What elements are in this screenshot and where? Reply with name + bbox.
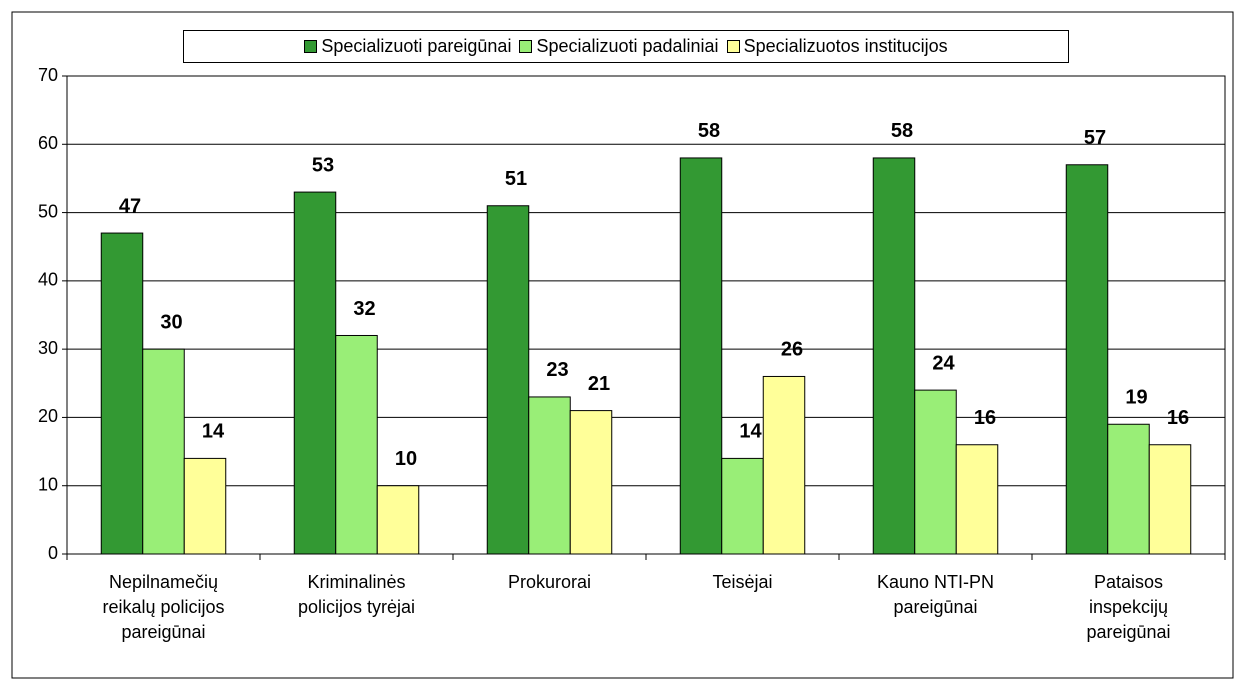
y-tick-label: 70: [38, 65, 58, 85]
data-label: 30: [160, 311, 182, 333]
data-label: 21: [588, 373, 610, 395]
bar: [100, 232, 144, 555]
data-label: 58: [891, 120, 913, 142]
legend-item: Specializuoti padaliniai: [519, 36, 719, 57]
legend: Specializuoti pareigūnai Specializuoti pa…: [183, 30, 1069, 63]
y-tick-label: 0: [48, 543, 58, 563]
data-label: 23: [546, 359, 568, 381]
legend-item: Specializuotos institucijos: [726, 36, 948, 57]
bar: [183, 457, 227, 555]
legend-swatch: [304, 40, 318, 53]
data-label: 14: [202, 421, 225, 443]
x-tick-label: Nepilnamečių reikalų policijos pareigūna…: [102, 572, 225, 642]
bar: [293, 191, 337, 555]
bar: [679, 157, 723, 555]
data-label: 16: [1167, 407, 1189, 429]
chart-border: [11, 11, 1234, 679]
legend-label: Specializuoti padaliniai: [536, 36, 719, 56]
data-label: 51: [505, 168, 527, 190]
legend-label: Specializuotos institucijos: [743, 36, 948, 56]
data-label: 32: [353, 298, 375, 320]
legend-swatch: [726, 40, 740, 53]
y-tick-label: 20: [38, 406, 58, 426]
data-label: 47: [119, 195, 141, 217]
data-label: 10: [395, 448, 417, 470]
bar: [762, 375, 806, 555]
bar: [955, 444, 999, 555]
data-label: 19: [1125, 387, 1147, 409]
bar: [376, 485, 420, 555]
bar: [528, 396, 571, 555]
bar: [1065, 164, 1109, 555]
bar: [335, 334, 378, 555]
y-tick-label: 60: [38, 133, 58, 153]
data-label: 16: [974, 407, 996, 429]
legend-swatch: [519, 40, 533, 53]
bar: [1107, 423, 1150, 555]
bar: [872, 157, 916, 555]
bar: [486, 205, 530, 555]
bar: [914, 389, 957, 555]
x-tick-label: Pataisos inspekcijų pareigūnai: [1086, 572, 1171, 642]
data-label: 57: [1084, 127, 1106, 149]
data-label: 24: [932, 352, 955, 374]
bar: [1148, 444, 1192, 555]
legend-label: Specializuoti pareigūnai: [321, 36, 512, 56]
y-tick-label: 40: [38, 270, 58, 290]
y-tick-label: 50: [38, 201, 58, 221]
x-tick-label: Teisėjai: [712, 572, 773, 592]
x-tick-label: Kriminalinės policijos tyrėjai: [297, 572, 416, 617]
data-label: 26: [781, 339, 803, 361]
data-label: 14: [739, 421, 762, 443]
x-tick-label: Kauno NTI-PN pareigūnai: [876, 572, 995, 617]
x-tick-label: Prokurorai: [507, 572, 592, 592]
y-tick-label: 10: [38, 474, 58, 494]
legend-item: Specializuoti pareigūnai: [304, 36, 511, 57]
plot-area: [66, 75, 1226, 555]
bar: [142, 348, 185, 555]
bar: [721, 457, 764, 555]
data-label: 53: [312, 154, 334, 176]
bar: [569, 410, 613, 555]
data-label: 58: [698, 120, 720, 142]
y-tick-label: 30: [38, 338, 58, 358]
